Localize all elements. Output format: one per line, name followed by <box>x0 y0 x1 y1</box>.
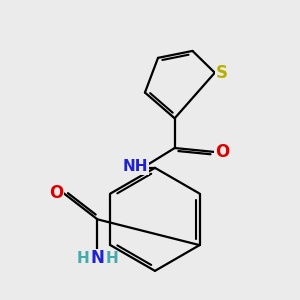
Text: N: N <box>91 250 104 268</box>
Text: H: H <box>77 251 90 266</box>
Text: O: O <box>215 143 229 161</box>
Text: O: O <box>49 184 63 202</box>
Text: H: H <box>105 251 118 266</box>
Text: S: S <box>216 64 228 82</box>
Text: NH: NH <box>122 159 148 174</box>
